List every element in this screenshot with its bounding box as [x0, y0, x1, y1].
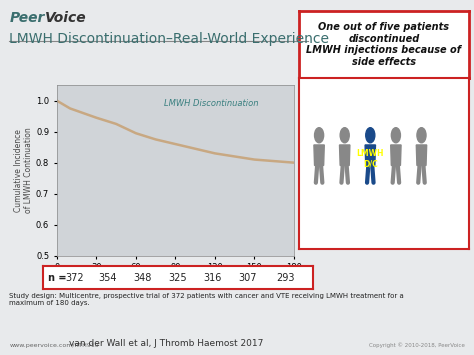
X-axis label: Time of Follow-up, d: Time of Follow-up, d: [119, 278, 231, 288]
Polygon shape: [314, 145, 324, 165]
Circle shape: [417, 128, 426, 143]
Text: 293: 293: [276, 273, 295, 283]
Text: 325: 325: [168, 273, 187, 283]
Text: n =: n =: [48, 273, 66, 283]
Polygon shape: [339, 145, 350, 165]
Circle shape: [392, 128, 401, 143]
Circle shape: [340, 128, 349, 143]
Text: www.peervoice.com/RTH910: www.peervoice.com/RTH910: [9, 343, 99, 348]
Text: Voice: Voice: [45, 11, 87, 24]
Text: Copyright © 2010-2018, PeerVoice: Copyright © 2010-2018, PeerVoice: [369, 342, 465, 348]
Circle shape: [315, 128, 324, 143]
Text: 348: 348: [134, 273, 152, 283]
Polygon shape: [416, 145, 427, 165]
Text: 316: 316: [204, 273, 222, 283]
Text: LMWH
D/C: LMWH D/C: [356, 149, 384, 169]
Text: Study design: Multicentre, prospective trial of 372 patients with cancer and VTE: Study design: Multicentre, prospective t…: [9, 293, 404, 306]
Y-axis label: Cumulative Incidence
of LMWH Continuation: Cumulative Incidence of LMWH Continuatio…: [14, 127, 33, 213]
Text: 354: 354: [98, 273, 117, 283]
Text: LMWH Discontinuation: LMWH Discontinuation: [164, 99, 258, 108]
Text: Peer: Peer: [9, 11, 45, 24]
Polygon shape: [391, 145, 401, 165]
Polygon shape: [365, 145, 375, 165]
Text: 307: 307: [239, 273, 257, 283]
Text: LMWH Discontinuation–Real-World Experience: LMWH Discontinuation–Real-World Experien…: [9, 32, 329, 46]
Text: 372: 372: [66, 273, 84, 283]
Text: One out of five patients discontinued
LMWH injections because of side effects: One out of five patients discontinued LM…: [306, 22, 462, 67]
Text: van der Wall et al, J Thromb Haemost 2017: van der Wall et al, J Thromb Haemost 201…: [69, 339, 263, 348]
Circle shape: [366, 128, 375, 143]
